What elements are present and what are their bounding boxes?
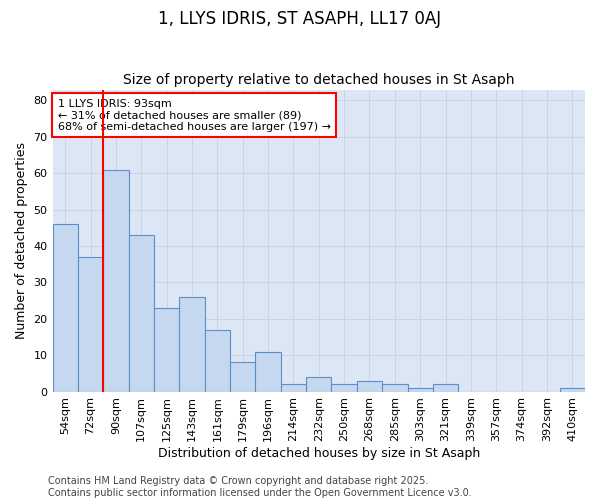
Text: 1 LLYS IDRIS: 93sqm
← 31% of detached houses are smaller (89)
68% of semi-detach: 1 LLYS IDRIS: 93sqm ← 31% of detached ho… — [58, 98, 331, 132]
Text: 1, LLYS IDRIS, ST ASAPH, LL17 0AJ: 1, LLYS IDRIS, ST ASAPH, LL17 0AJ — [158, 10, 442, 28]
Bar — [205, 330, 230, 392]
Bar — [433, 384, 458, 392]
Bar — [256, 352, 281, 392]
Bar — [407, 388, 433, 392]
Bar — [78, 257, 103, 392]
Title: Size of property relative to detached houses in St Asaph: Size of property relative to detached ho… — [123, 73, 515, 87]
Bar — [230, 362, 256, 392]
Bar — [103, 170, 128, 392]
Bar — [53, 224, 78, 392]
Bar — [281, 384, 306, 392]
Bar — [331, 384, 357, 392]
Bar — [306, 377, 331, 392]
Y-axis label: Number of detached properties: Number of detached properties — [15, 142, 28, 339]
Bar — [560, 388, 585, 392]
Bar — [357, 380, 382, 392]
Bar — [179, 297, 205, 392]
Bar — [382, 384, 407, 392]
Bar — [128, 235, 154, 392]
Text: Contains HM Land Registry data © Crown copyright and database right 2025.
Contai: Contains HM Land Registry data © Crown c… — [48, 476, 472, 498]
Bar — [154, 308, 179, 392]
X-axis label: Distribution of detached houses by size in St Asaph: Distribution of detached houses by size … — [158, 447, 480, 460]
